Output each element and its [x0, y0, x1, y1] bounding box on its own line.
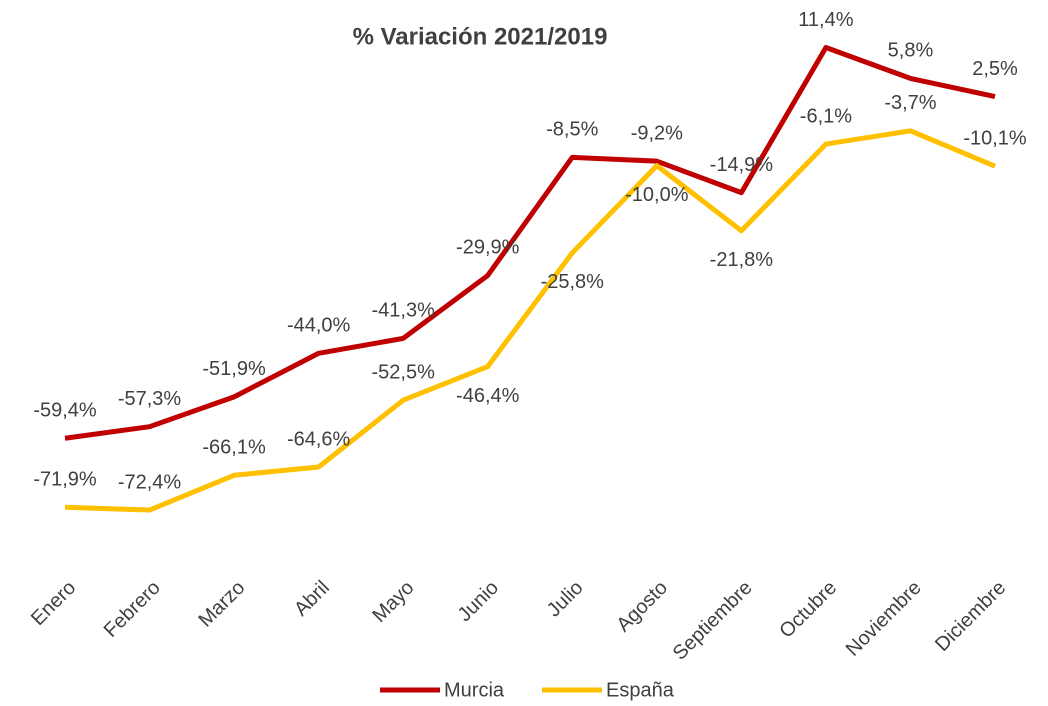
data-label: -10,0%: [625, 184, 689, 206]
x-tick-label: Julio: [543, 577, 588, 622]
data-label: -46,4%: [456, 385, 520, 407]
data-label: -9,2%: [631, 122, 683, 144]
x-tick-label: Enero: [27, 577, 80, 630]
data-label: -14,9%: [710, 154, 774, 176]
legend-label: España: [606, 679, 675, 701]
line-0: [64, 44, 996, 441]
data-label: -66,1%: [202, 437, 266, 459]
data-label: 5,8%: [888, 40, 934, 62]
data-label: -10,1%: [963, 127, 1027, 149]
data-label: -25,8%: [541, 271, 605, 293]
data-label: -57,3%: [118, 388, 182, 410]
data-label: 11,4%: [798, 9, 853, 31]
chart-title: % Variación 2021/2019: [353, 23, 608, 50]
data-label: -72,4%: [118, 471, 182, 493]
x-tick-label: Diciembre: [931, 577, 1010, 656]
data-label: -3,7%: [884, 92, 936, 114]
data-label: -6,1%: [800, 105, 852, 127]
data-label: -44,0%: [287, 315, 351, 337]
legend-label: Murcia: [444, 679, 505, 701]
x-tick-label: Mayo: [368, 577, 418, 627]
data-label: -8,5%: [546, 119, 598, 141]
data-label: -71,9%: [33, 469, 97, 491]
data-label: -29,9%: [456, 237, 520, 259]
data-label: -52,5%: [371, 361, 435, 383]
data-label: -64,6%: [287, 428, 351, 450]
data-label: 2,5%: [972, 58, 1018, 80]
x-tick-label: Febrero: [100, 577, 165, 642]
x-tick-label: Septiembre: [669, 577, 757, 665]
x-tick-label: Octubre: [775, 577, 841, 643]
x-tick-label: Marzo: [195, 577, 250, 632]
x-tick-label: Abril: [290, 577, 334, 621]
x-tick-label: Agosto: [613, 577, 673, 637]
data-label: -21,8%: [710, 249, 774, 271]
line-1: [64, 128, 996, 513]
data-label: -51,9%: [202, 358, 266, 380]
x-tick-label: Noviembre: [842, 577, 926, 661]
data-label: -41,3%: [371, 300, 435, 322]
data-label: -59,4%: [33, 400, 97, 422]
x-tick-label: Junio: [454, 577, 503, 626]
